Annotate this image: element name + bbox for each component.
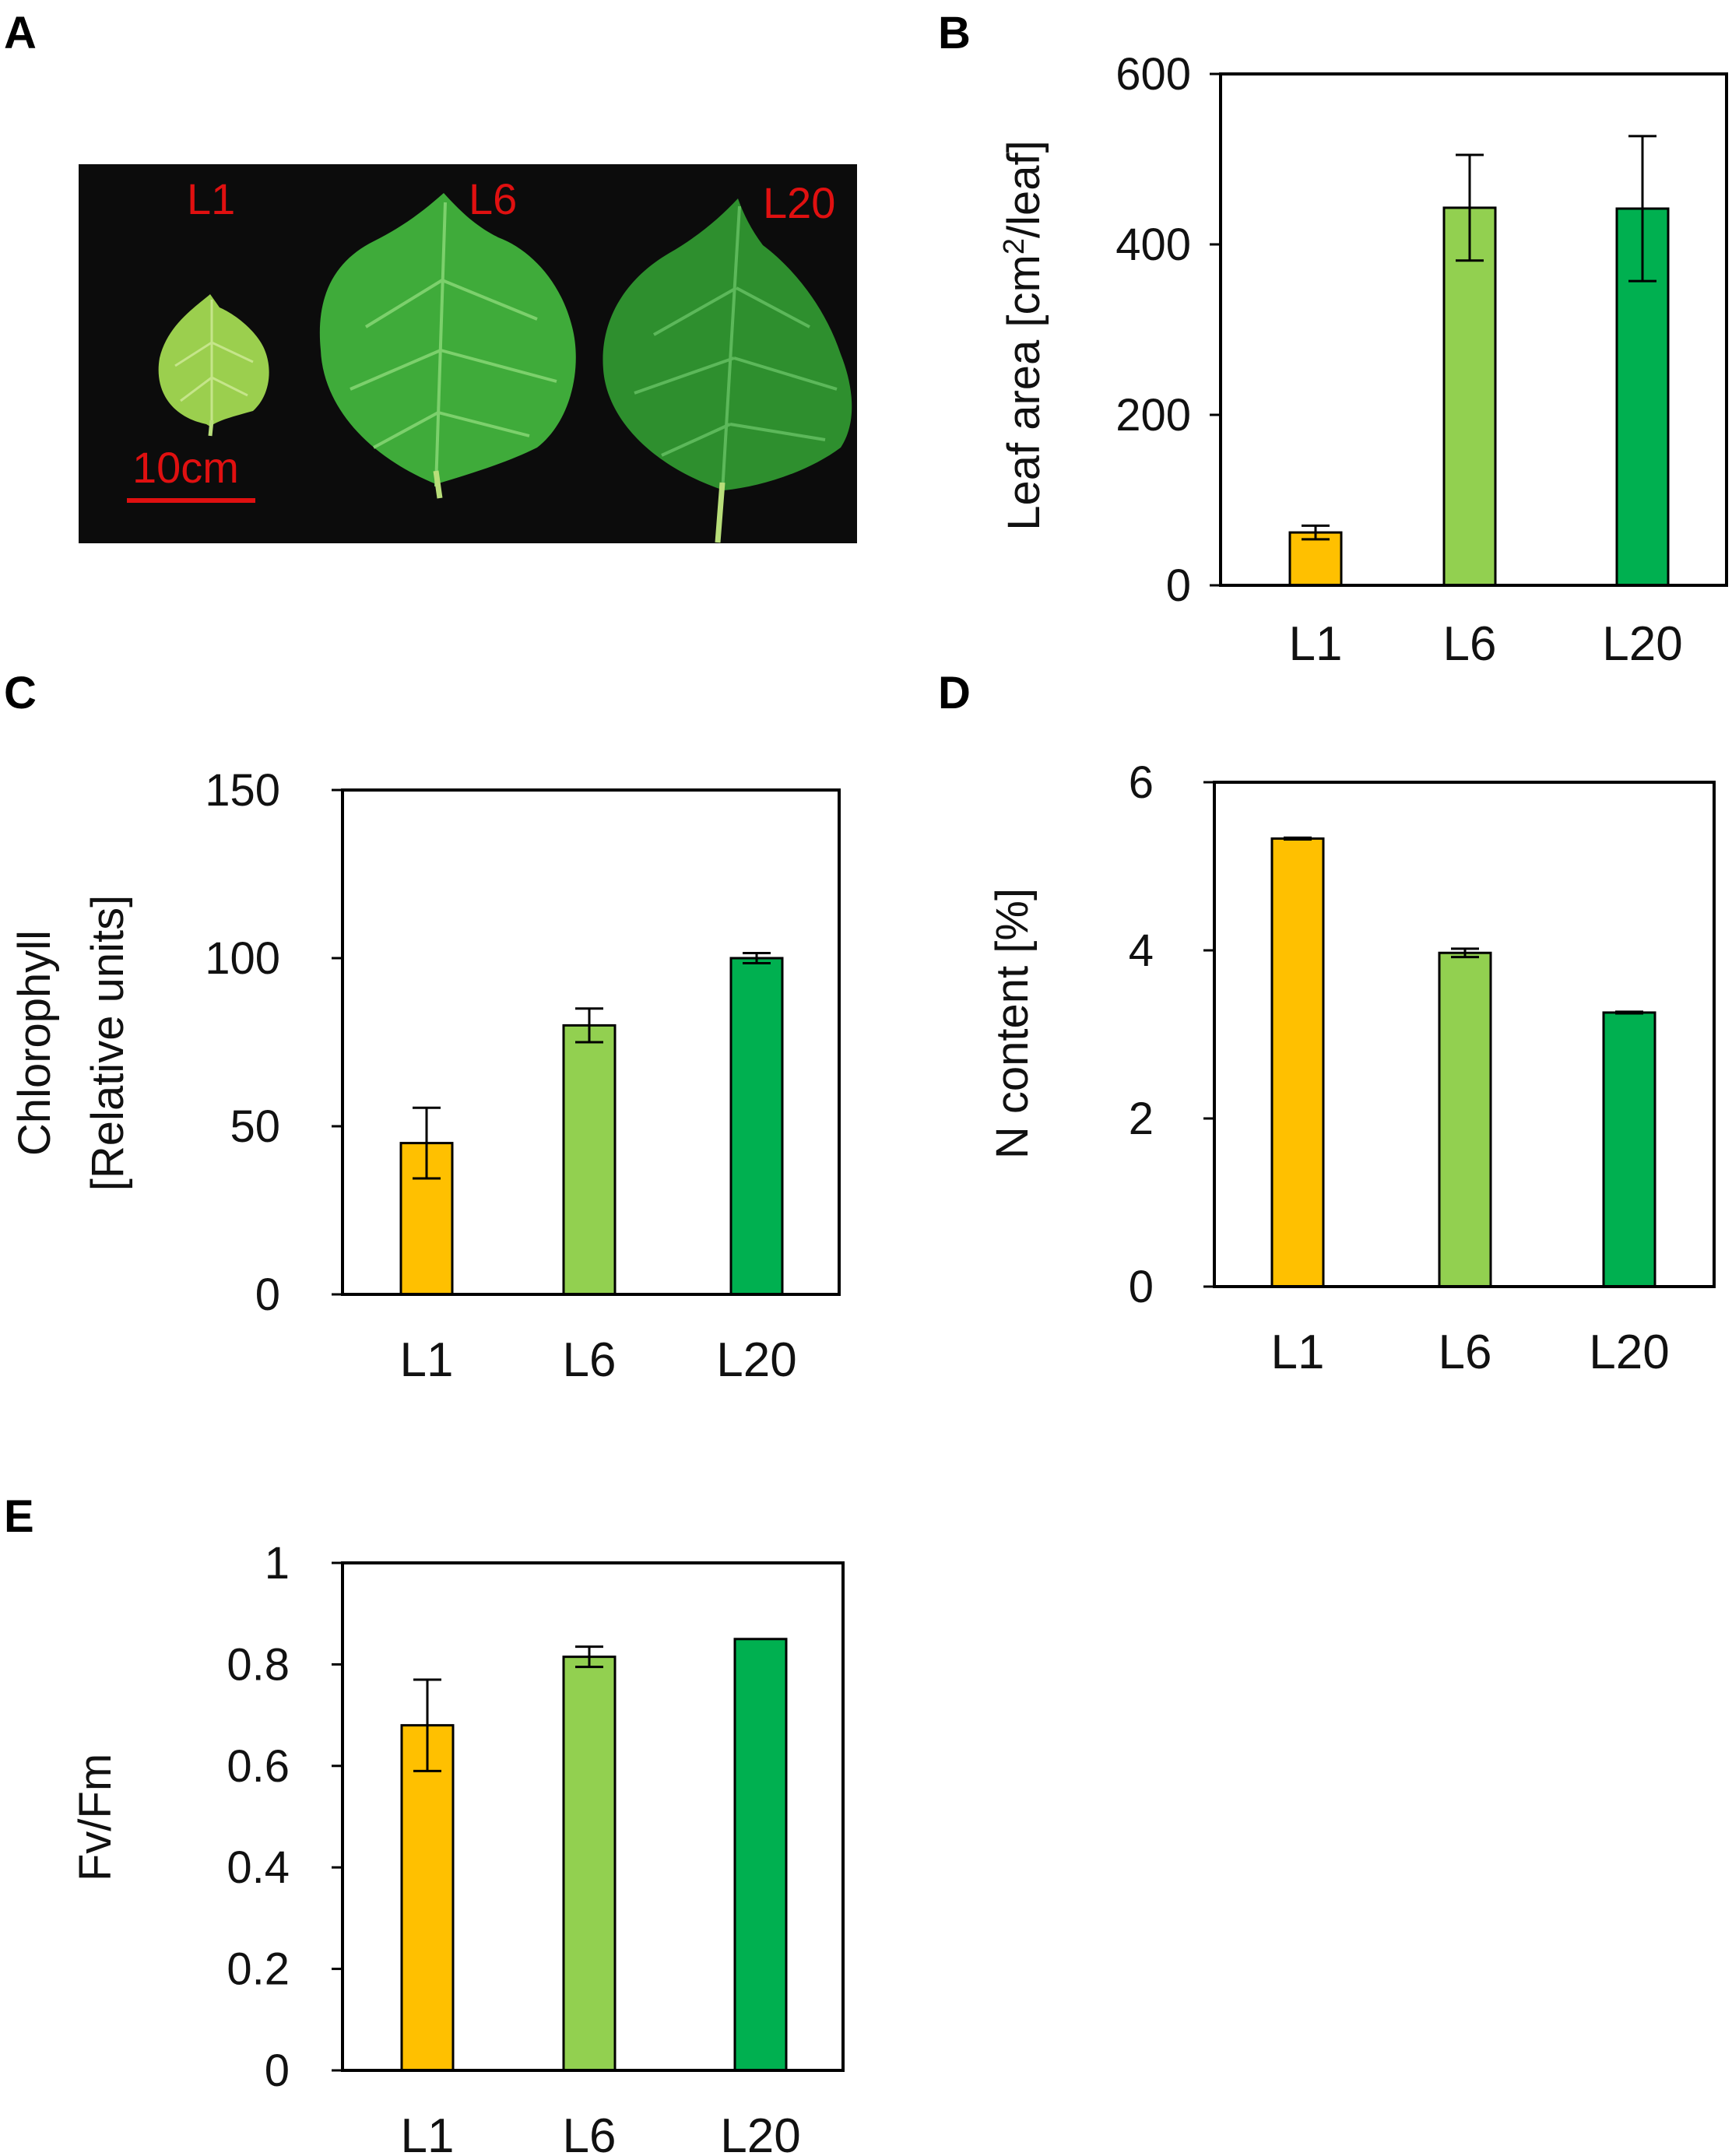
chart-fv-fm: L1 L6 L20 0 0.2 0.4 0.6 0.8 1 xyxy=(227,1538,845,2156)
x-tick-label-b-l20: L20 xyxy=(1602,617,1682,671)
x-tick-label-c-l1: L1 xyxy=(400,1333,454,1387)
y-tick-label-b: 0 xyxy=(1166,560,1191,611)
x-tick-label-d-l1: L1 xyxy=(1271,1326,1325,1379)
x-tick-label-d-l6: L6 xyxy=(1439,1326,1492,1379)
bar-b-l1 xyxy=(1288,531,1343,587)
panel-b: B L1 L6 L20 0 200 400 600 Leaf area [cm2/leaf] xyxy=(938,8,1728,671)
y-tick-label-d: 0 xyxy=(1129,1262,1154,1312)
y-axis-title-b-main: Leaf area [cm xyxy=(999,255,1049,531)
panel-e: E L1 L6 L20 0 0.2 0.4 0.6 0.8 1 Fv/Fm xyxy=(4,1491,845,2156)
y-axis-title-b: Leaf area [cm2/leaf] xyxy=(998,140,1049,531)
y-tick-label-d: 4 xyxy=(1129,925,1154,976)
panel-a: A L1 L6 L20 10cm xyxy=(4,8,857,543)
leaf-l20-image xyxy=(603,198,852,543)
y-tick-label-e: 0.2 xyxy=(227,1944,290,1995)
photo-label-l20: L20 xyxy=(763,178,835,227)
plot-frame-e xyxy=(341,1561,845,2072)
chart-leaf-area: L1 L6 L20 0 200 400 600 xyxy=(1115,49,1728,671)
x-tick-label-b-l1: L1 xyxy=(1289,617,1343,671)
y-tick-label-e: 0.4 xyxy=(227,1842,290,1893)
panel-letter-d: D xyxy=(938,668,971,718)
panel-letter-e: E xyxy=(4,1491,34,1542)
panel-letter-a: A xyxy=(4,8,37,58)
y-tick-label-c: 150 xyxy=(205,765,280,816)
y-tick-label-e: 0 xyxy=(265,2045,290,2096)
bar-e-l20 xyxy=(733,1638,788,2072)
y-axis-title-b-tail: /leaf] xyxy=(999,140,1049,238)
y-axis-title-b-sup: 2 xyxy=(998,238,1031,255)
chart-chlorophyll: L1 L6 L20 0 50 100 150 xyxy=(205,765,841,1387)
bar-e-l6 xyxy=(562,1656,617,2072)
panel-d: D L1 L6 L20 0 2 4 6 N content [%] xyxy=(938,668,1716,1379)
x-tick-label-b-l6: L6 xyxy=(1443,617,1497,671)
photo-label-l6: L6 xyxy=(469,174,517,223)
x-tick-label-e-l1: L1 xyxy=(401,2109,455,2156)
chart-n-content: L1 L6 L20 0 2 4 6 xyxy=(1129,757,1716,1379)
x-tick-label-e-l20: L20 xyxy=(720,2109,800,2156)
y-tick-label-c: 100 xyxy=(205,933,280,984)
y-tick-label-b: 200 xyxy=(1115,390,1191,441)
plot-frame-b xyxy=(1219,72,1728,587)
x-tick-label-c-l6: L6 xyxy=(563,1333,617,1387)
bar-d-l6 xyxy=(1438,951,1492,1288)
y-tick-label-d: 2 xyxy=(1129,1094,1154,1144)
y-tick-label-c: 50 xyxy=(230,1101,280,1152)
panel-letter-c: C xyxy=(4,668,37,718)
x-tick-label-e-l6: L6 xyxy=(563,2109,617,2156)
y-axis-title-c-line2: [Relative units] xyxy=(83,895,133,1191)
x-tick-label-c-l20: L20 xyxy=(716,1333,796,1387)
y-axis-title-e: Fv/Fm xyxy=(70,1754,121,1881)
bar-e-l1 xyxy=(400,1724,455,2072)
scale-bar-label: 10cm xyxy=(132,443,239,492)
leaf-l6-image xyxy=(319,193,576,499)
y-tick-label-b: 400 xyxy=(1115,219,1191,270)
leaf-l1-image xyxy=(158,294,269,437)
y-tick-label-e: 0.6 xyxy=(227,1741,290,1792)
y-tick-label-b: 600 xyxy=(1115,49,1191,100)
y-axis-title-d: N content [%] xyxy=(987,888,1038,1159)
plot-frame-d xyxy=(1213,781,1716,1288)
x-tick-label-d-l20: L20 xyxy=(1589,1326,1669,1379)
bar-c-l6 xyxy=(562,1024,617,1296)
y-tick-label-d: 6 xyxy=(1129,757,1154,808)
photo-label-l1: L1 xyxy=(187,174,235,223)
y-tick-label-e: 1 xyxy=(265,1538,290,1589)
panel-c: C L1 L6 L20 0 50 100 150 Chlorophyll [Relative… xyxy=(4,668,841,1387)
bar-d-l1 xyxy=(1270,837,1325,1288)
bar-c-l20 xyxy=(729,957,784,1296)
plot-frame-c xyxy=(341,788,841,1296)
y-tick-label-e: 0.8 xyxy=(227,1639,290,1690)
bar-b-l6 xyxy=(1442,206,1497,587)
bar-d-l20 xyxy=(1602,1011,1656,1288)
y-tick-label-c: 0 xyxy=(255,1269,280,1320)
y-axis-title-c-line1: Chlorophyll xyxy=(9,930,60,1156)
panel-letter-b: B xyxy=(938,8,971,58)
